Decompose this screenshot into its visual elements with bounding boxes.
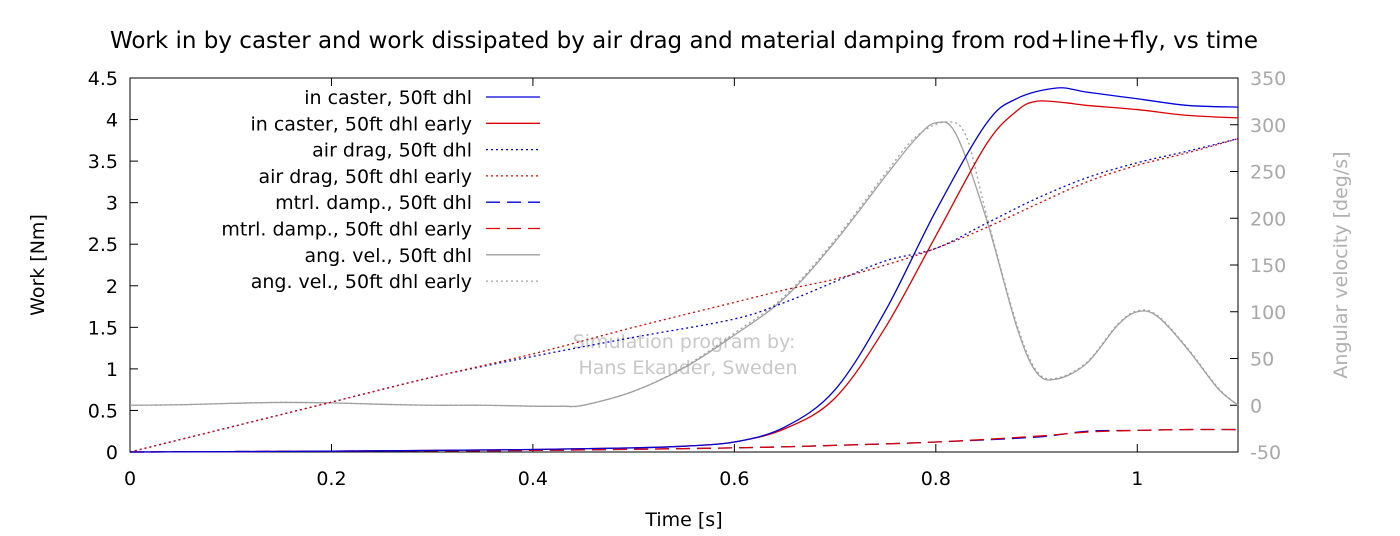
watermark-line-1: Simulation program by: [573,331,796,353]
x-tick-label: 1 [1131,468,1143,490]
legend-label: air drag, 50ft dhl [312,140,472,162]
y2-tick-label: 300 [1250,115,1286,137]
y-tick-label: 2.5 [88,234,118,256]
series-line-4 [129,138,1239,453]
legend-label: air drag, 50ft dhl early [258,166,472,188]
y-tick-label: 4.5 [88,68,118,90]
chart-title: Work in by caster and work dissipated by… [110,28,1258,54]
y2-tick-label: 350 [1250,68,1286,90]
watermark-line-2: Hans Ekander, Sweden [579,357,798,379]
y2-axis: -50 0 50 100 150 200 250 300 350 [1230,68,1286,464]
y-tick-label: 1 [106,359,118,381]
y-axis: 0 0.5 1 1.5 2 2.5 3 3.5 4 4.5 [88,68,138,464]
y2-tick-label: 250 [1250,162,1286,184]
series-line-3 [129,138,1239,453]
x-tick-label: 0.6 [719,468,749,490]
legend-label: ang. vel., 50ft dhl early [251,271,472,293]
y-tick-label: 0 [106,442,118,464]
y2-tick-label: 0 [1250,395,1262,417]
y2-tick-label: 200 [1250,208,1286,230]
y2-tick-label: 150 [1250,255,1286,277]
legend-label: in caster, 50ft dhl [304,87,472,109]
series-line-1 [129,87,1239,453]
x-tick-label: 0.4 [518,468,548,490]
y-tick-label: 4 [106,110,118,132]
legend-label: in caster, 50ft dhl early [251,113,473,135]
y2-axis-label: Angular velocity [deg/s] [1330,151,1352,378]
y-tick-label: 1.5 [88,317,118,339]
x-tick-label: 0.8 [921,468,951,490]
x-tick-label: 0 [124,468,136,490]
series-line-6 [129,428,1239,453]
y-axis-label: Work [Nm] [27,214,49,316]
x-axis: 0 0.2 0.4 0.6 0.8 1 [124,78,1143,490]
legend-label: mtrl. damp., 50ft dhl [275,192,472,214]
y-tick-label: 0.5 [88,400,118,422]
y-tick-label: 3 [106,193,118,215]
y2-tick-label: 50 [1250,349,1274,371]
legend-label: mtrl. damp., 50ft dhl early [221,219,472,241]
legend-label: ang. vel., 50ft dhl [304,245,472,267]
series-line-7 [129,121,1239,408]
series-layer [129,87,1239,453]
y2-tick-label: 100 [1250,302,1286,324]
y-tick-label: 2 [106,276,118,298]
legend: in caster, 50ft dhl in caster, 50ft dhl e… [221,87,540,293]
y2-tick-label: -50 [1250,442,1281,464]
watermark: Simulation program by: Hans Ekander, Swe… [573,331,798,379]
y-tick-label: 3.5 [88,151,118,173]
x-axis-label: Time [s] [644,509,722,531]
x-tick-label: 0.2 [316,468,346,490]
